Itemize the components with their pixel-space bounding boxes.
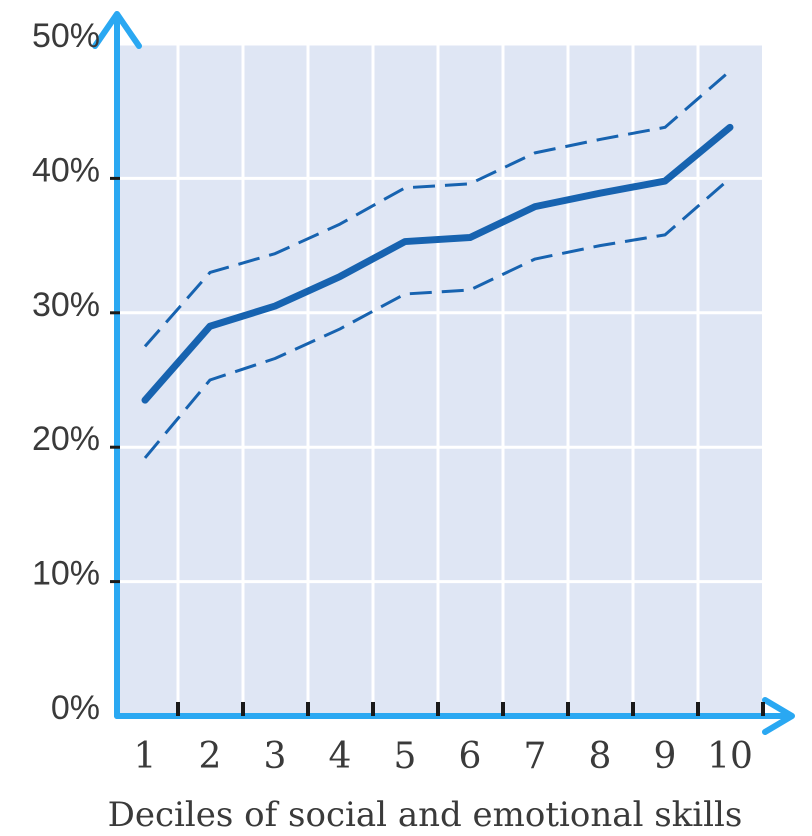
x-tick-label: 2 (199, 736, 222, 777)
lower-bound-line (143, 177, 731, 459)
x-tick-label: 1 (134, 736, 157, 777)
x-tick-label: 8 (589, 736, 612, 777)
y-tick-label: 50% (32, 17, 100, 55)
estimate-line (141, 123, 734, 404)
upper-bound-line (143, 69, 731, 348)
y-axis-arrowhead (92, 11, 142, 49)
x-tick-label: 10 (707, 736, 753, 777)
estimate-line (141, 123, 734, 404)
y-tick-label: 30% (32, 286, 100, 324)
x-axis-arrowhead (762, 697, 795, 735)
x-tick-label: 7 (524, 736, 547, 777)
confidence-band-lines (143, 69, 731, 459)
axes (92, 11, 795, 735)
x-tick-label: 6 (459, 736, 482, 777)
x-tick-label: 3 (264, 736, 287, 777)
y-tick-label: 40% (32, 151, 100, 189)
x-axis-title: Deciles of social and emotional skills (108, 795, 743, 835)
x-tick-label: 4 (329, 736, 352, 777)
y-tick-labels: 0% 10% 20% 30% 40% 50% (32, 17, 100, 727)
x-tick-label: 5 (394, 736, 417, 777)
y-tick-label: 0% (51, 689, 100, 727)
x-tick-labels: 1 2 3 4 5 6 7 8 9 10 (134, 736, 753, 777)
y-tick-label: 20% (32, 420, 100, 458)
y-tick-label: 10% (32, 555, 100, 593)
x-tick-label: 9 (654, 736, 677, 777)
